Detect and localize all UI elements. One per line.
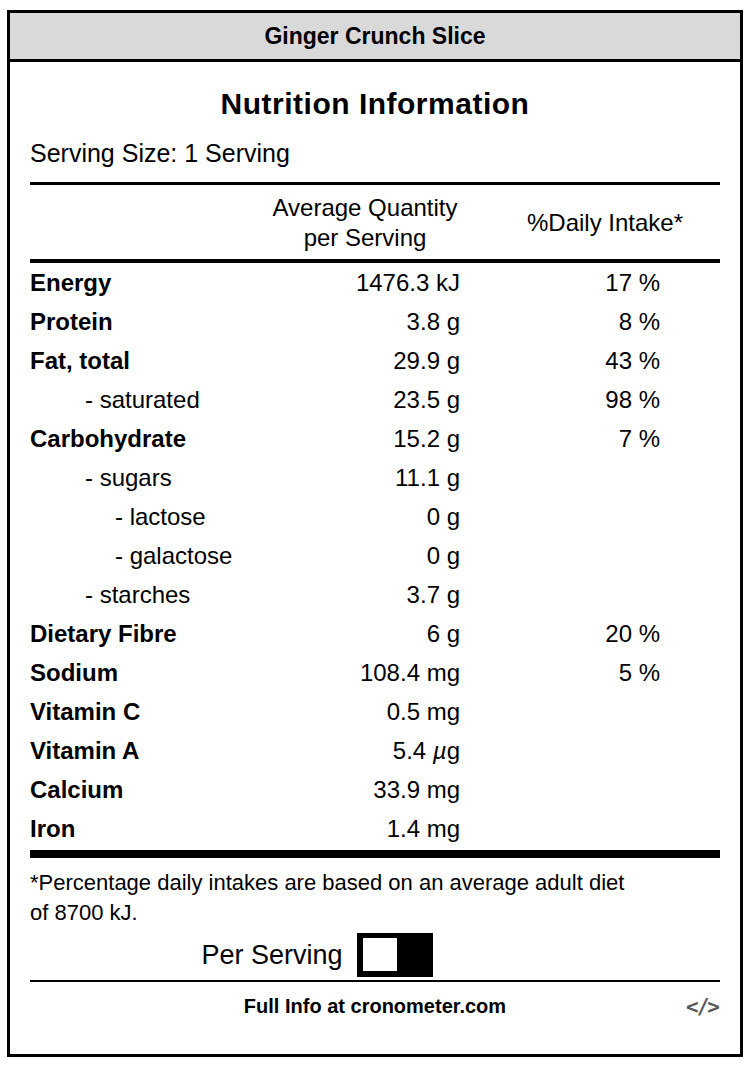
nutrient-quantity: 1476.3 kJ	[240, 269, 490, 297]
table-row: - galactose0 g	[30, 536, 720, 575]
per-serving-toggle[interactable]	[357, 933, 433, 977]
nutrient-quantity: 5.4 µg	[240, 737, 490, 765]
divider-thick	[30, 850, 720, 858]
nutrient-name: Vitamin C	[30, 698, 240, 726]
nutrient-name: Calcium	[30, 776, 240, 804]
nutrient-name: Fat, total	[30, 347, 240, 375]
quantity-header-line2: per Serving	[240, 223, 490, 253]
table-row: Iron1.4 mg	[30, 809, 720, 848]
nutrient-quantity: 33.9 mg	[240, 776, 490, 804]
nutrient-quantity: 0.5 mg	[240, 698, 490, 726]
nutrient-daily-intake: 7 %	[490, 425, 720, 453]
daily-intake-footnote: *Percentage daily intakes are based on a…	[30, 868, 720, 928]
per-serving-control[interactable]: Per Serving	[0, 932, 662, 978]
table-row: Fat, total29.9 g43 %	[30, 341, 720, 380]
nutrient-daily-intake: 43 %	[490, 347, 720, 375]
nutrient-quantity: 0 g	[240, 542, 490, 570]
nutrient-quantity: 3.7 g	[240, 581, 490, 609]
nutrient-name: Sodium	[30, 659, 240, 687]
nutrient-name: Energy	[30, 269, 240, 297]
table-row: - starches3.7 g	[30, 575, 720, 614]
nutrient-name: Vitamin A	[30, 737, 240, 765]
footer-link[interactable]: Full Info at cronometer.com	[244, 995, 506, 1017]
quantity-header-line1: Average Quantity	[240, 193, 490, 223]
nutrient-daily-intake: 8 %	[490, 308, 720, 336]
nutrition-label-page: Ginger Crunch Slice Nutrition Informatio…	[0, 0, 750, 1065]
nutrient-daily-intake: 20 %	[490, 620, 720, 648]
embed-code-icon[interactable]: </>	[686, 995, 718, 1019]
nutrient-rows: Energy1476.3 kJ17 %Protein3.8 g8 %Fat, t…	[30, 263, 720, 848]
nutrient-quantity: 6 g	[240, 620, 490, 648]
nutrition-heading: Nutrition Information	[30, 86, 720, 122]
nutrient-quantity: 15.2 g	[240, 425, 490, 453]
table-row: Calcium33.9 mg	[30, 770, 720, 809]
table-row: - sugars11.1 g	[30, 458, 720, 497]
column-header-daily-intake: %Daily Intake*	[490, 208, 720, 238]
nutrient-quantity: 0 g	[240, 503, 490, 531]
footer-bar: Full Info at cronometer.com </>	[30, 995, 720, 1021]
nutrient-quantity: 108.4 mg	[240, 659, 490, 687]
nutrient-name: Iron	[30, 815, 240, 843]
divider-bottom	[30, 980, 720, 982]
nutrient-name: Protein	[30, 308, 240, 336]
nutrient-daily-intake: 98 %	[490, 386, 720, 414]
footnote-line1: *Percentage daily intakes are based on a…	[30, 868, 720, 898]
nutrient-name: - sugars	[30, 464, 240, 492]
label-content: Nutrition Information Serving Size: 1 Se…	[10, 86, 740, 1021]
nutrient-name: Dietary Fibre	[30, 620, 240, 648]
nutrient-quantity: 11.1 g	[240, 464, 490, 492]
nutrient-quantity: 1.4 mg	[240, 815, 490, 843]
table-header-row: Average Quantity per Serving %Daily Inta…	[30, 185, 720, 259]
nutrient-quantity: 3.8 g	[240, 308, 490, 336]
nutrient-daily-intake: 5 %	[490, 659, 720, 687]
column-header-quantity: Average Quantity per Serving	[240, 193, 490, 253]
nutrient-name: - starches	[30, 581, 240, 609]
table-row: Energy1476.3 kJ17 %	[30, 263, 720, 302]
table-row: Dietary Fibre6 g20 %	[30, 614, 720, 653]
table-row: - saturated23.5 g98 %	[30, 380, 720, 419]
nutrient-quantity: 23.5 g	[240, 386, 490, 414]
table-row: Vitamin C0.5 mg	[30, 692, 720, 731]
table-row: Carbohydrate15.2 g7 %	[30, 419, 720, 458]
table-row: Sodium108.4 mg5 %	[30, 653, 720, 692]
nutrition-label: Ginger Crunch Slice Nutrition Informatio…	[7, 10, 743, 1057]
table-row: Vitamin A5.4 µg	[30, 731, 720, 770]
nutrient-name: Carbohydrate	[30, 425, 240, 453]
nutrient-name: - lactose	[30, 503, 240, 531]
nutrient-name: - galactose	[30, 542, 240, 570]
footnote-line2: of 8700 kJ.	[30, 898, 720, 928]
table-row: Protein3.8 g8 %	[30, 302, 720, 341]
nutrient-quantity: 29.9 g	[240, 347, 490, 375]
serving-size-text: Serving Size: 1 Serving	[30, 138, 720, 168]
toggle-knob	[363, 938, 397, 971]
food-title-bar: Ginger Crunch Slice	[10, 13, 740, 62]
nutrient-daily-intake: 17 %	[490, 269, 720, 297]
table-row: - lactose0 g	[30, 497, 720, 536]
per-serving-label: Per Serving	[201, 940, 342, 971]
nutrient-name: - saturated	[30, 386, 240, 414]
food-title: Ginger Crunch Slice	[264, 23, 485, 50]
